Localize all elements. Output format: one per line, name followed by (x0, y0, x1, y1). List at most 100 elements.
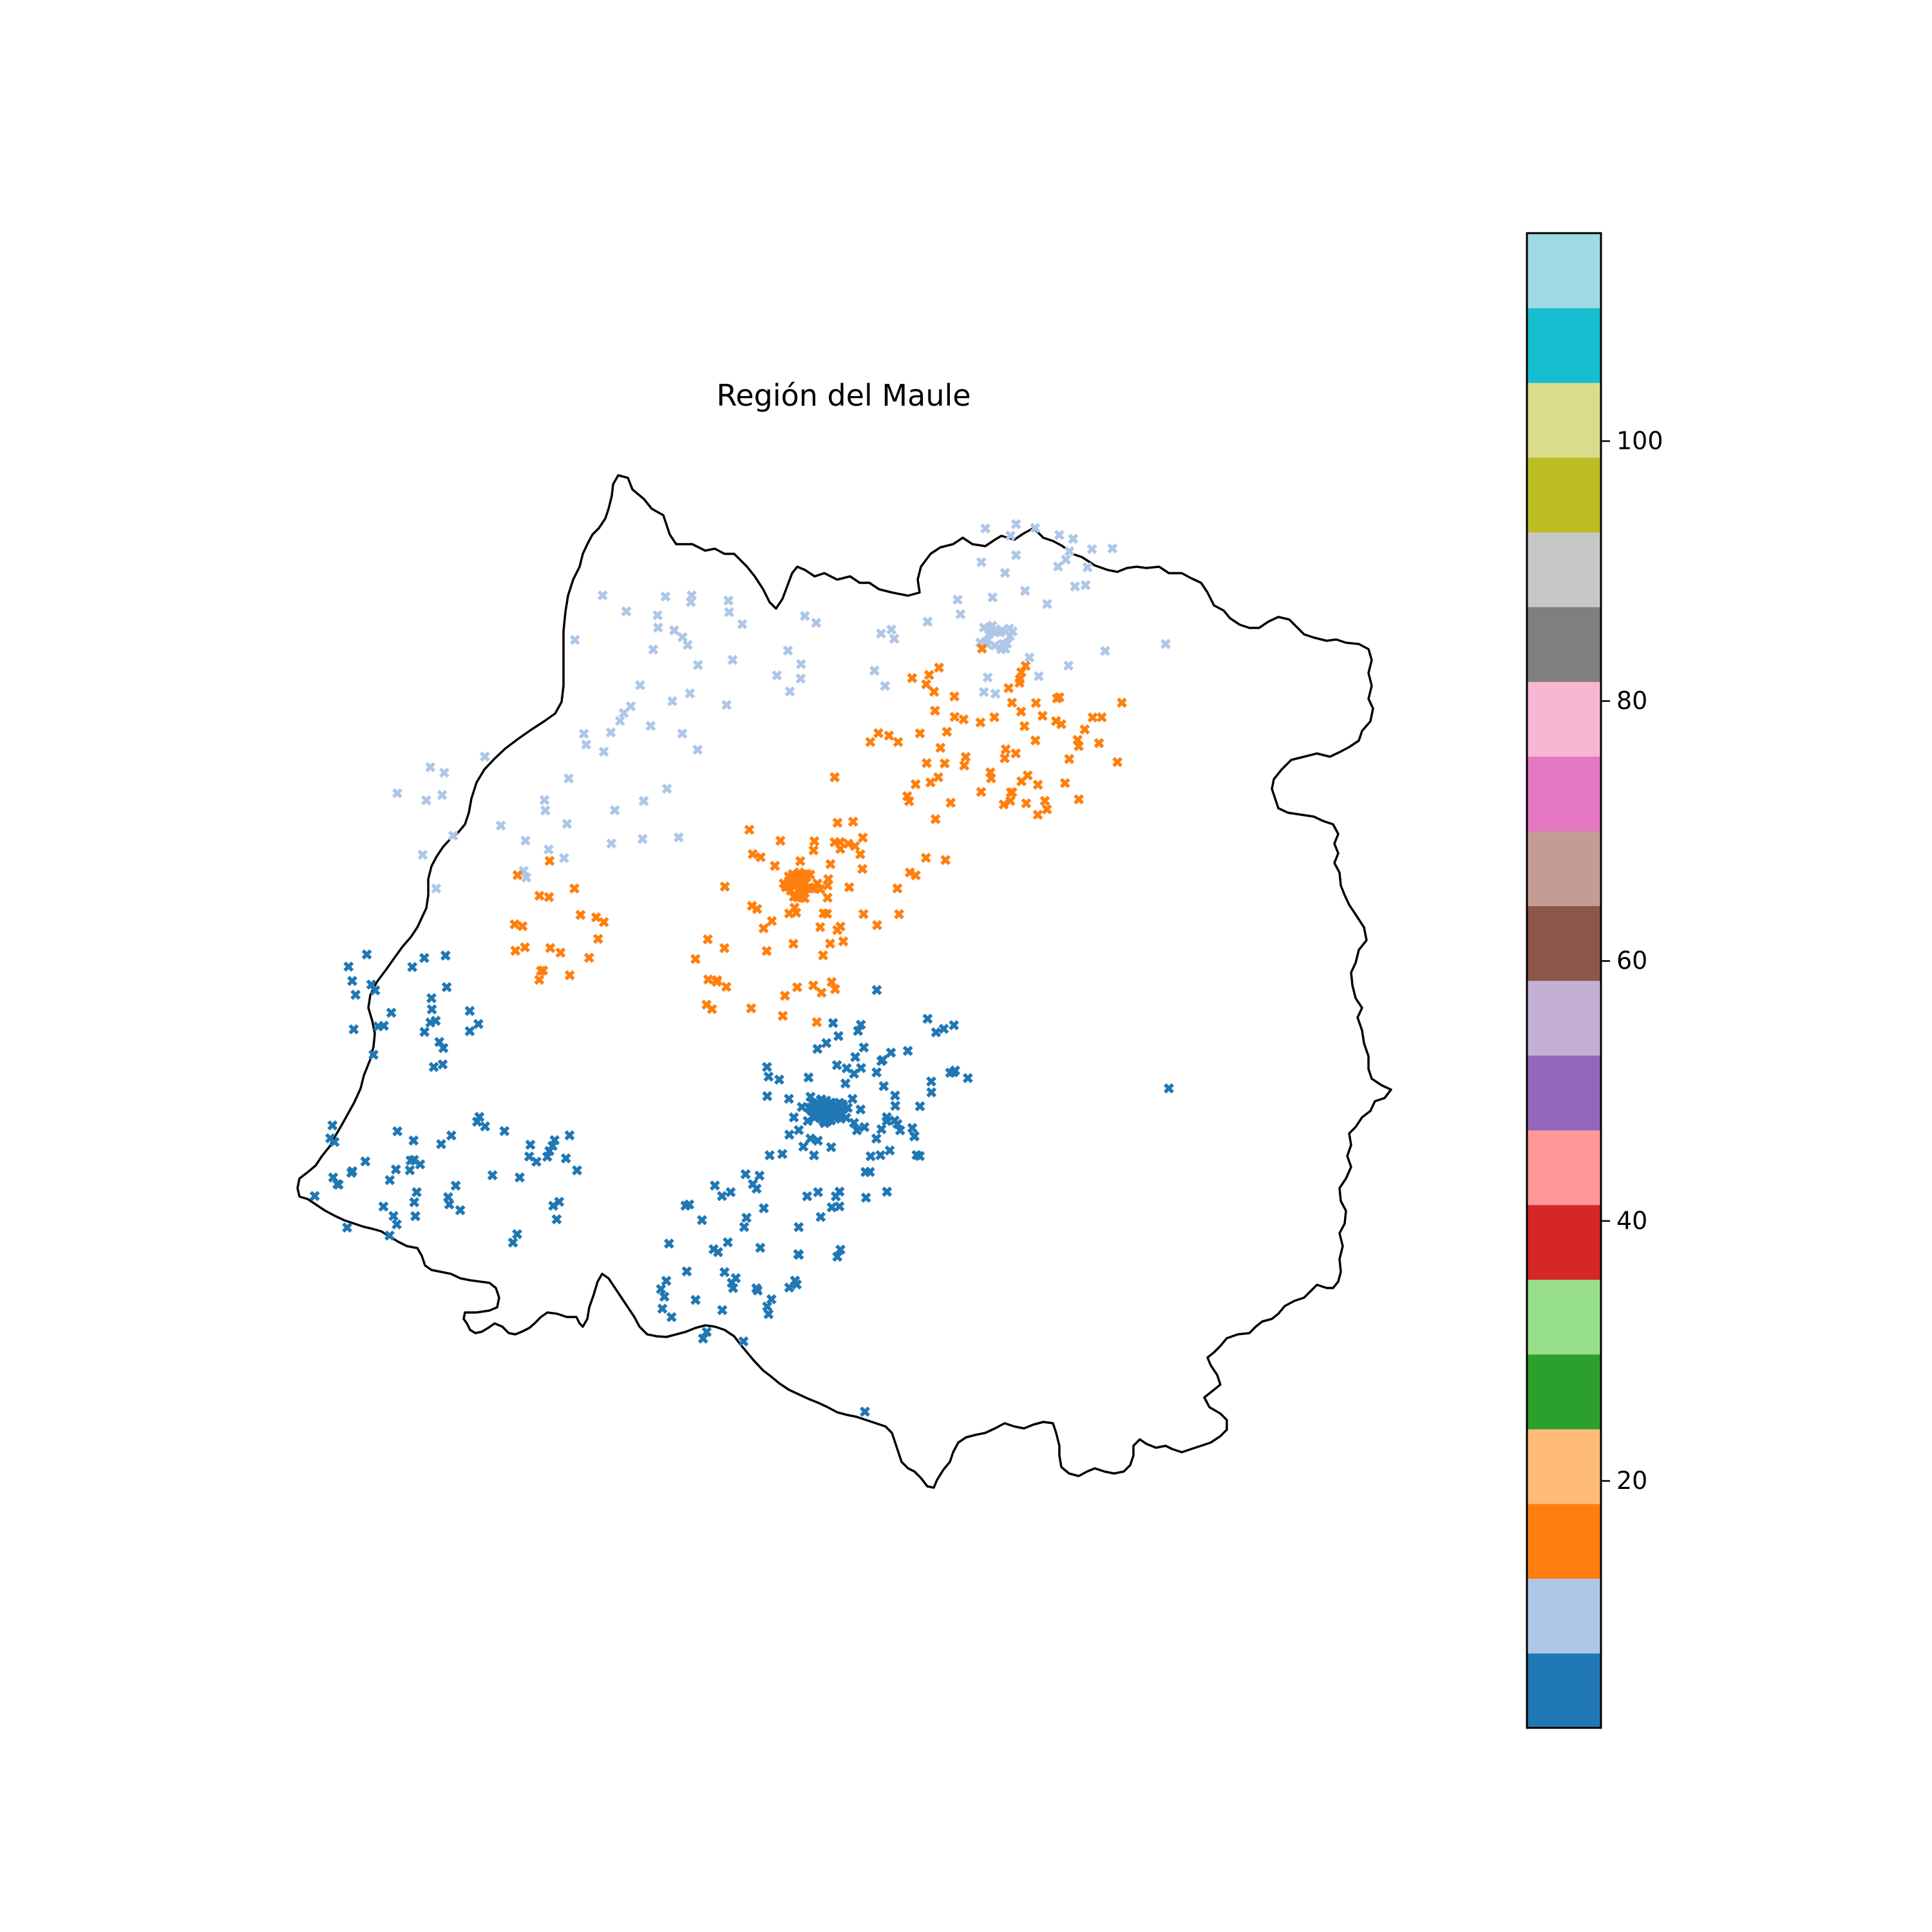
station-marker (384, 1230, 395, 1241)
colorbar-tick-label-80: 80 (1616, 687, 1647, 715)
station-marker (520, 942, 531, 952)
station-marker (560, 1153, 571, 1164)
station-marker (431, 883, 442, 894)
station-marker (737, 619, 748, 630)
station-marker (520, 835, 531, 846)
station-marker (1086, 544, 1097, 554)
station-marker (835, 921, 846, 932)
station-marker (809, 883, 820, 894)
station-marker (822, 908, 833, 919)
station-marker (889, 1090, 900, 1101)
station-marker (815, 1211, 826, 1222)
colorbar-swatch (1527, 1204, 1601, 1280)
station-marker (840, 1112, 851, 1123)
station-marker (724, 607, 735, 618)
station-marker (598, 746, 609, 757)
station-marker (723, 1237, 734, 1247)
station-marker (1030, 697, 1041, 708)
station-marker (692, 659, 703, 670)
station-marker (680, 1200, 691, 1211)
station-marker (1032, 779, 1043, 790)
station-marker (934, 662, 944, 673)
station-marker (1007, 787, 1018, 798)
station-marker (343, 961, 354, 972)
station-marker (744, 824, 755, 835)
station-marker (1014, 677, 1025, 688)
colorbar-swatches (1527, 233, 1601, 1728)
station-marker (409, 1197, 420, 1208)
station-marker (955, 609, 966, 620)
station-marker (976, 557, 987, 567)
station-marker (999, 567, 1010, 578)
station-marker (805, 1092, 816, 1103)
station-marker (659, 1291, 670, 1302)
station-marker (942, 726, 952, 737)
station-marker (436, 1139, 446, 1150)
station-marker (809, 1112, 820, 1123)
station-marker (960, 752, 971, 762)
station-marker (931, 1027, 942, 1037)
colorbar: 20 40 60 80 100 (1526, 232, 1663, 1729)
station-marker (366, 979, 377, 990)
station-marker (728, 1283, 739, 1293)
station-marker (407, 961, 418, 972)
station-marker (784, 686, 795, 697)
colorbar-swatch (1527, 532, 1601, 607)
station-marker (895, 1125, 905, 1136)
station-marker (710, 1180, 720, 1191)
station-marker (692, 744, 703, 755)
station-marker (661, 1275, 672, 1286)
station-marker (534, 974, 545, 985)
station-marker (809, 1150, 819, 1160)
station-marker (793, 1222, 804, 1233)
station-marker (921, 679, 932, 690)
station-marker (763, 1071, 774, 1082)
station-marker (598, 916, 609, 927)
station-marker (509, 919, 520, 930)
colorbar-swatch (1527, 1653, 1601, 1728)
station-marker (791, 981, 802, 992)
station-marker (871, 985, 882, 996)
station-marker (982, 672, 993, 683)
station-marker (648, 644, 659, 655)
station-marker (904, 867, 915, 878)
station-marker (1016, 706, 1027, 717)
station-marker (829, 772, 840, 782)
station-marker (803, 1072, 814, 1083)
station-marker (525, 1139, 536, 1150)
station-marker (521, 872, 532, 883)
station-marker (813, 1187, 824, 1198)
station-marker (876, 628, 886, 639)
station-marker (392, 1126, 402, 1137)
station-marker (892, 883, 903, 894)
station-marker (440, 950, 451, 961)
station-marker (517, 921, 528, 932)
map-title: Región del Maule (716, 378, 971, 413)
station-marker (673, 832, 684, 843)
colorbar-tick-label-60: 60 (1616, 947, 1647, 975)
station-marker (591, 912, 601, 923)
station-marker (564, 970, 575, 981)
station-marker (958, 714, 969, 724)
station-marker (667, 696, 677, 706)
station-marker (1054, 529, 1065, 540)
station-marker (1022, 770, 1033, 781)
station-marker (853, 1025, 864, 1036)
colorbar-swatch (1527, 607, 1601, 682)
station-marker (421, 795, 431, 806)
station-marker (1160, 639, 1171, 649)
station-marker (884, 730, 895, 741)
station-marker (625, 701, 636, 712)
station-marker (811, 618, 822, 629)
station-marker (809, 836, 820, 847)
colorbar-tick-label-20: 20 (1616, 1466, 1647, 1495)
station-marker (816, 987, 827, 998)
station-marker (834, 1201, 845, 1212)
colorbar-swatch (1527, 383, 1601, 458)
station-marker (779, 990, 790, 1001)
station-marker (841, 1063, 852, 1074)
station-marker (637, 833, 648, 844)
station-marker (638, 795, 649, 806)
station-marker (738, 1336, 749, 1347)
